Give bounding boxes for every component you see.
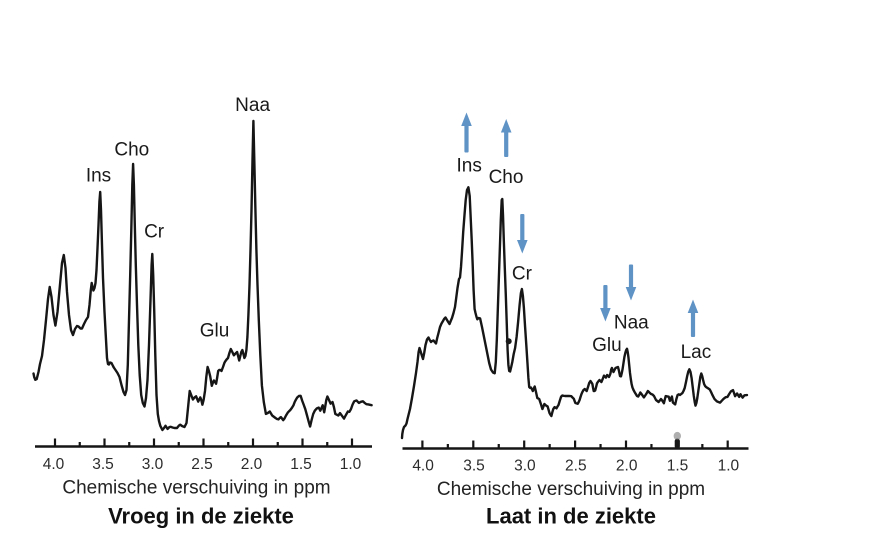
svg-text:Lac: Lac [681, 342, 712, 363]
svg-text:Chemische verschuiving in ppm: Chemische verschuiving in ppm [437, 479, 705, 500]
svg-text:3.5: 3.5 [92, 456, 114, 473]
svg-text:1.5: 1.5 [667, 458, 689, 475]
svg-text:Ins: Ins [457, 156, 482, 177]
svg-text:2.5: 2.5 [565, 458, 587, 475]
svg-text:Glu: Glu [200, 321, 230, 342]
svg-text:4.0: 4.0 [412, 458, 434, 475]
svg-text:Cho: Cho [114, 140, 149, 161]
svg-text:2.5: 2.5 [191, 456, 213, 473]
svg-text:2.0: 2.0 [241, 456, 263, 473]
svg-text:1.0: 1.0 [718, 458, 740, 475]
svg-text:Ins: Ins [86, 166, 111, 187]
svg-text:Naa: Naa [235, 95, 270, 116]
svg-text:2.0: 2.0 [616, 458, 638, 475]
svg-text:Cr: Cr [144, 222, 165, 243]
svg-text:3.0: 3.0 [142, 456, 164, 473]
svg-text:Chemische verschuiving in ppm: Chemische verschuiving in ppm [62, 478, 330, 499]
svg-text:1.5: 1.5 [290, 456, 312, 473]
svg-text:3.5: 3.5 [463, 458, 485, 475]
svg-text:Laat in de ziekte: Laat in de ziekte [486, 504, 656, 529]
svg-text:1.0: 1.0 [340, 456, 362, 473]
svg-text:Cho: Cho [489, 167, 524, 188]
svg-text:Vroeg in de ziekte: Vroeg in de ziekte [108, 504, 294, 529]
svg-text:Cr: Cr [512, 264, 533, 285]
svg-text:4.0: 4.0 [43, 456, 65, 473]
svg-text:3.0: 3.0 [514, 458, 536, 475]
svg-text:Glu: Glu [592, 335, 622, 356]
svg-text:Naa: Naa [614, 313, 649, 334]
